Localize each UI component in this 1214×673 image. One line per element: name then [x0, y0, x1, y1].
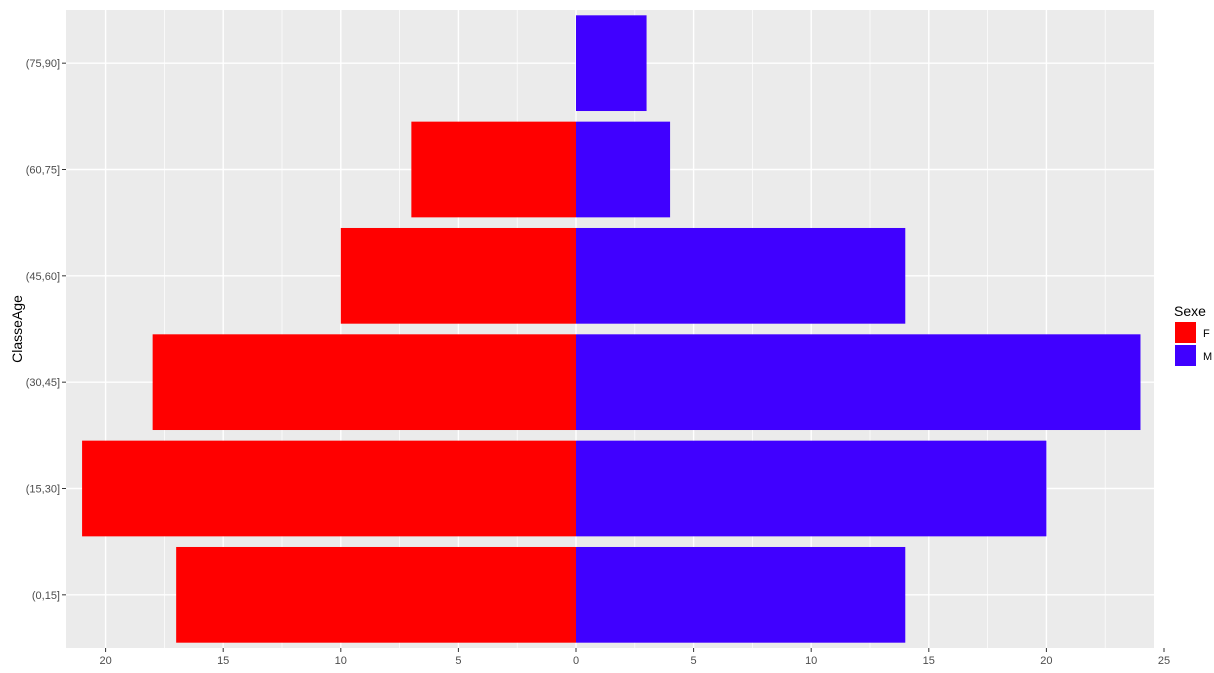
x-tick-label: 0	[573, 655, 579, 667]
bar-f-2	[152, 334, 576, 431]
bar-m-3	[576, 227, 906, 324]
y-tick-label: (15,30]	[26, 484, 60, 496]
y-tick-label: (0,15]	[32, 590, 60, 602]
x-tick-label: 10	[805, 655, 817, 667]
x-tick-label: 20	[99, 655, 111, 667]
bar-f-0	[176, 546, 576, 643]
x-tick-label: 20	[1040, 655, 1052, 667]
x-tick-label: 10	[335, 655, 347, 667]
y-axis-title: ClasseAge	[9, 295, 25, 363]
y-tick-label: (75,90]	[26, 58, 60, 70]
bar-f-4	[411, 121, 576, 218]
y-axis: (0,15] (15,30] (30,45] (45,60] (60,75] (75,90…	[26, 58, 66, 602]
legend-label-m: M	[1203, 351, 1212, 363]
bars	[82, 15, 1141, 643]
x-tick-label: 15	[217, 655, 229, 667]
x-tick-label: 25	[1158, 655, 1170, 667]
bar-m-4	[576, 121, 671, 218]
y-tick-label: (45,60]	[26, 271, 60, 283]
grid-minor	[164, 10, 1106, 648]
bar-m-2	[576, 334, 1141, 431]
y-tick-label: (60,75]	[26, 165, 60, 177]
bar-m-0	[576, 546, 906, 643]
legend-title: Sexe	[1174, 303, 1206, 319]
bar-m-1	[576, 440, 1047, 537]
legend: Sexe F M	[1174, 303, 1212, 366]
bar-f-3	[340, 227, 576, 324]
bar-m-5	[576, 15, 647, 112]
x-tick-label: 5	[455, 655, 461, 667]
legend-key-f	[1175, 322, 1196, 343]
bar-f-1	[82, 440, 576, 537]
plot-panel	[66, 10, 1154, 648]
y-tick-label: (30,45]	[26, 377, 60, 389]
x-tick-label: 5	[691, 655, 697, 667]
x-tick-label: 15	[923, 655, 935, 667]
x-axis: 20 15 10 5 0 5 10 15 20 25	[99, 648, 1170, 667]
legend-label-f: F	[1203, 328, 1210, 340]
legend-key-m	[1175, 345, 1196, 366]
